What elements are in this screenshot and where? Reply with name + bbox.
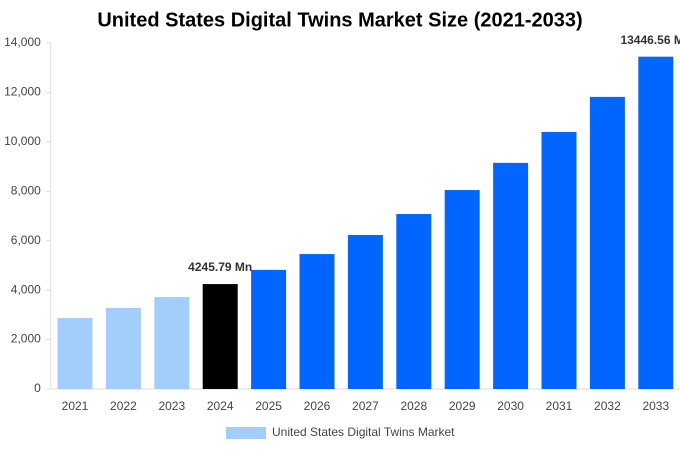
x-tick-label: 2032: [594, 399, 621, 413]
y-tick-label: 14,000: [4, 35, 41, 49]
x-tick-label: 2021: [62, 399, 89, 413]
y-tick-label: 10,000: [4, 134, 41, 148]
data-label: 4245.79 Mn: [188, 260, 252, 274]
x-tick-label: 2030: [497, 399, 524, 413]
bar: [493, 162, 529, 389]
data-label: 13446.56 Mn: [620, 33, 680, 47]
bar: [154, 297, 190, 389]
y-tick-label: 2,000: [11, 332, 41, 346]
x-tick-label: 2024: [207, 399, 234, 413]
bar: [251, 269, 287, 389]
bar: [299, 254, 335, 389]
x-tick-label: 2025: [255, 399, 282, 413]
bar: [347, 235, 383, 389]
y-tick-label: 6,000: [11, 233, 41, 247]
bar: [396, 214, 432, 389]
bar: [105, 307, 141, 389]
bar: [57, 318, 93, 389]
x-tick-label: 2031: [546, 399, 573, 413]
chart-title: United States Digital Twins Market Size …: [97, 9, 582, 31]
legend-label: United States Digital Twins Market: [272, 425, 455, 439]
x-tick-label: 2023: [158, 399, 185, 413]
bar: [202, 284, 238, 389]
bar: [541, 131, 577, 389]
bar: [638, 56, 674, 389]
bar: [444, 190, 480, 389]
x-tick-label: 2033: [642, 399, 669, 413]
y-tick-label: 0: [34, 381, 41, 395]
legend-swatch: [226, 427, 266, 439]
x-tick-label: 2022: [110, 399, 137, 413]
y-tick-label: 8,000: [11, 183, 41, 197]
bar: [589, 96, 625, 390]
y-tick-label: 12,000: [4, 85, 41, 99]
x-tick-label: 2027: [352, 399, 379, 413]
y-tick-label: 4,000: [11, 282, 41, 296]
x-tick-label: 2028: [400, 399, 427, 413]
x-tick-label: 2029: [449, 399, 476, 413]
x-tick-label: 2026: [304, 399, 331, 413]
